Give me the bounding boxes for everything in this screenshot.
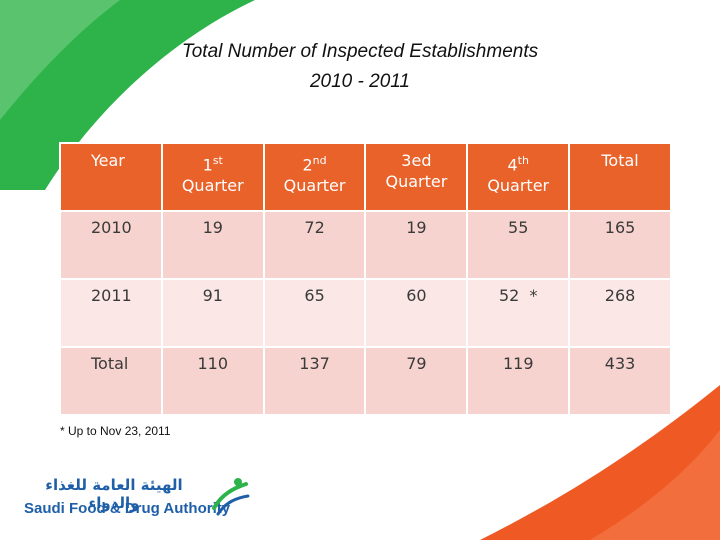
inspection-table: Year 1st Quarter 2nd Quarter 3ed Quarter 4t… [59, 142, 672, 416]
table-row: Total 110 137 79 119 433 [59, 346, 672, 416]
cell: 137 [262, 346, 367, 416]
cell: 79 [364, 346, 469, 416]
table-row: 2010 19 72 19 55 165 [59, 210, 672, 280]
cell: 19 [364, 210, 469, 280]
cell: 268 [568, 278, 672, 348]
cell: Total [59, 346, 163, 416]
cell: 60 [364, 278, 469, 348]
cell: 91 [160, 278, 265, 348]
header-q2: 2nd Quarter [262, 142, 367, 212]
page-title: Total Number of Inspected Establishments [181, 41, 539, 62]
cell: 433 [568, 346, 672, 416]
cell: 52 * [466, 278, 571, 348]
header-q1: 1st Quarter [160, 142, 265, 212]
cell: 19 [160, 210, 265, 280]
table-row: 2011 91 65 60 52 * 268 [59, 278, 672, 348]
header-q4: 4th Quarter [466, 142, 571, 212]
green-highlight [0, 0, 120, 120]
footnote: * Up to Nov 23, 2011 [60, 424, 171, 438]
header-year: Year [59, 142, 163, 212]
header-total: Total [568, 142, 672, 212]
sfda-logo-icon [212, 478, 250, 516]
cell: 65 [262, 278, 367, 348]
table-header-row: Year 1st Quarter 2nd Quarter 3ed Quarter 4t… [59, 142, 672, 212]
logo-english-text: Saudi Food & Drug Authority [24, 500, 231, 517]
page-subtitle: 2010 - 2011 [309, 71, 410, 92]
header-q3: 3ed Quarter [364, 142, 469, 212]
cell: 72 [262, 210, 367, 280]
cell: 110 [160, 346, 265, 416]
cell: 55 [466, 210, 571, 280]
cell: 2011 [59, 278, 163, 348]
cell: 165 [568, 210, 672, 280]
cell: 119 [466, 346, 571, 416]
orange-highlight [590, 430, 720, 540]
logo-arabic-text: الهيئة العامة للغذاء والدواء [45, 476, 183, 512]
cell: 2010 [59, 210, 163, 280]
